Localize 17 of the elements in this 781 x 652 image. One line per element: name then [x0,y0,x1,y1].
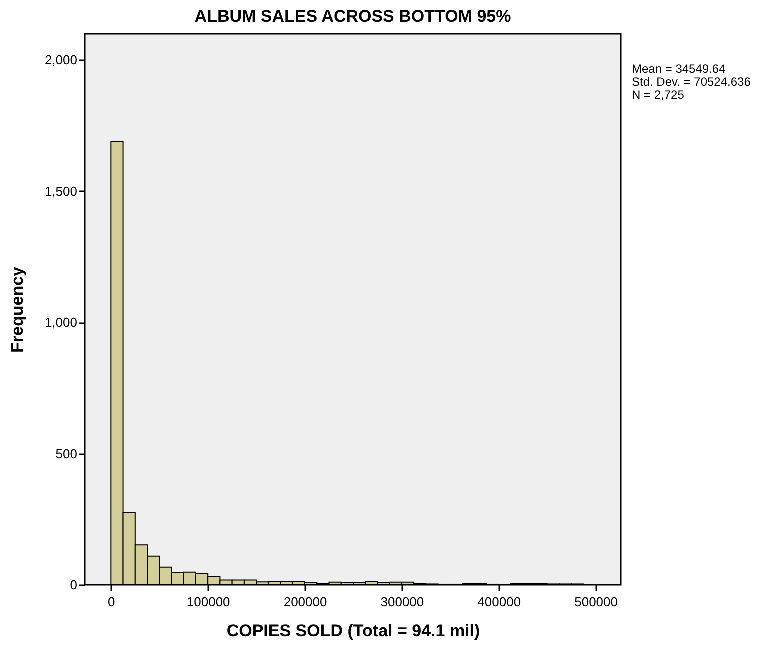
x-tick-label: 400000 [478,594,522,610]
y-tick-label: 1,000 [44,315,78,330]
text: Std. Dev. = 70524.636 [632,75,751,89]
y-tick-label: 0 [70,578,78,592]
y-axis-title: Frequency [8,266,27,353]
chart-title: ALBUM SALES ACROSS BOTTOM 95% [194,7,512,26]
y-tick-label: 2,000 [44,52,78,68]
x-tick-label: 500000 [574,594,618,610]
text: N = 2,725 [632,88,686,102]
x-tick-label: 300000 [380,594,424,610]
x-tick-label: 200000 [284,594,328,610]
x-tick-label: 0 [108,594,116,610]
x-axis-title: COPIES SOLD (Total = 94.1 mil) [226,622,480,640]
y-tick-label: 500 [56,446,78,462]
x-tick-label: 100000 [186,594,230,610]
text: Mean = 34549.64 [632,62,727,76]
y-tick-label: 1,500 [44,184,78,199]
